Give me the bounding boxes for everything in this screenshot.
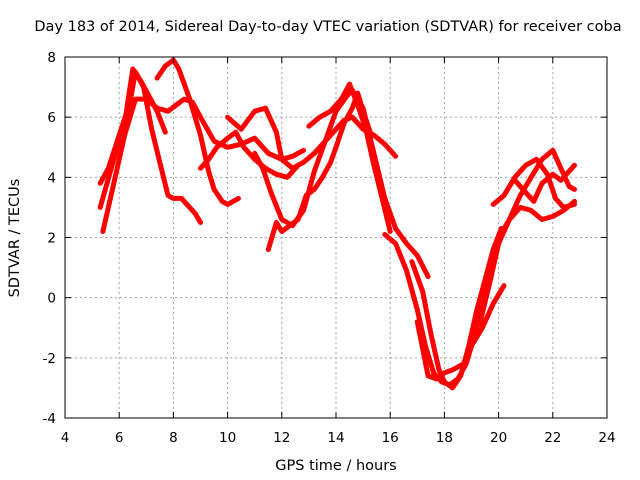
series-line-arc-12	[414, 283, 507, 382]
x-tick-label: 12	[273, 430, 290, 446]
x-tick-label: 8	[169, 430, 178, 446]
series-line-arc-14	[490, 156, 577, 210]
y-tick-label: 2	[47, 231, 56, 247]
y-tick-label: 8	[47, 50, 56, 66]
series-line-arc-11	[409, 226, 504, 391]
y-tick-label: 0	[47, 291, 56, 307]
x-tick-label: 22	[544, 430, 561, 446]
series-line-arc-7	[252, 87, 431, 280]
x-tick-label: 20	[490, 430, 507, 446]
x-tick-labels: 4 6 8 10 12 14 16 18 20 22 24	[61, 430, 616, 446]
series-line-arc-15	[496, 198, 577, 240]
series-line-arc-16	[512, 162, 577, 204]
x-tick-label: 14	[327, 430, 344, 446]
y-tick-label: 6	[47, 110, 56, 126]
x-axis-label: GPS time / hours	[275, 458, 396, 474]
y-tick-label: -2	[43, 351, 56, 367]
axis-ticks	[64, 56, 608, 419]
y-tick-label: 4	[47, 170, 56, 186]
y-tick-labels: -4 -2 0 2 4 6 8	[43, 50, 56, 427]
series-line-arc-9	[306, 81, 393, 234]
x-tick-label: 6	[115, 430, 124, 446]
x-tick-label: 16	[382, 430, 399, 446]
series-line-arc-4	[100, 96, 306, 234]
x-tick-label: 18	[436, 430, 453, 446]
x-tick-label: 24	[598, 430, 615, 446]
x-tick-label: 4	[61, 430, 70, 446]
series-line-arc-5	[198, 129, 301, 180]
x-tick-label: 10	[219, 430, 236, 446]
chart-title: Day 183 of 2014, Sidereal Day-to-day VTE…	[34, 19, 621, 35]
y-tick-label: -4	[43, 411, 56, 427]
y-axis-label: SDTVAR / TECUs	[7, 179, 23, 298]
series-line-arc-3	[154, 57, 241, 207]
data-series	[97, 57, 577, 391]
